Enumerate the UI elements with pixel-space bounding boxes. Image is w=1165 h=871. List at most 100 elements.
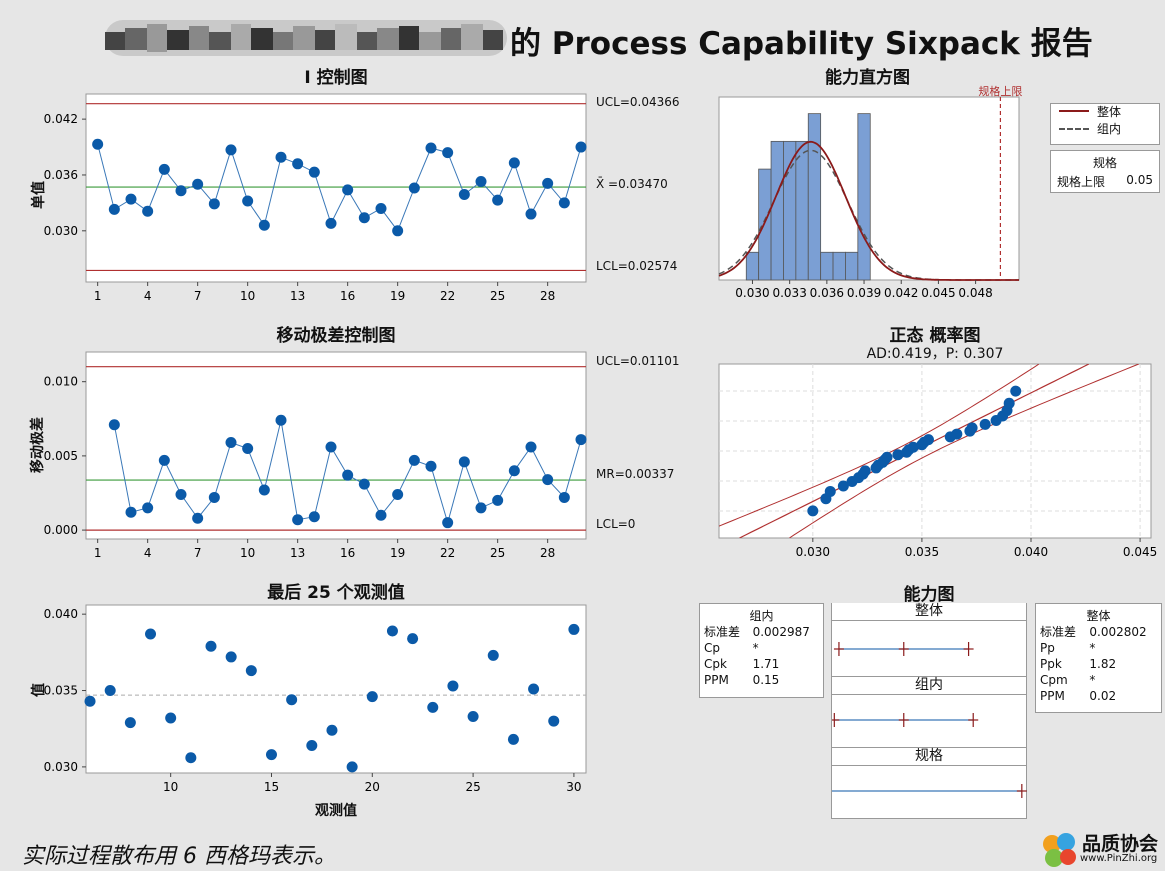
histogram-bar — [758, 168, 772, 281]
x-tick-label: 0.036 — [810, 286, 844, 300]
data-point — [1010, 385, 1022, 397]
within-stat-row: PPM 0.15 — [700, 672, 823, 688]
overall-stat-row: PPM 0.02 — [1036, 688, 1161, 704]
data-point — [442, 517, 454, 529]
x-tick-label: 0.045 — [921, 286, 955, 300]
overall-stat-value: * — [1089, 641, 1096, 655]
data-point — [558, 491, 570, 503]
data-point — [192, 512, 204, 524]
data-point — [142, 205, 154, 217]
x-tick-label: 13 — [290, 546, 305, 560]
ci-lower-band — [719, 364, 1040, 527]
data-point — [907, 441, 919, 453]
overall-stat-row: Pp * — [1036, 640, 1161, 656]
data-point — [575, 141, 587, 153]
normal-probability-chart: 0.030 0.035 0.040 0.045 — [718, 363, 1157, 559]
data-point — [1003, 397, 1015, 409]
overall-stat-label: PPM — [1040, 689, 1065, 703]
data-point — [427, 701, 439, 713]
last25-title: 最后 25 个观测值 — [267, 583, 405, 603]
x-tick-label: 13 — [290, 289, 305, 303]
histogram-bar — [795, 140, 809, 281]
data-point — [205, 640, 217, 652]
legend-overall: 整体 — [1097, 105, 1122, 119]
data-point — [408, 182, 420, 194]
data-point — [208, 491, 220, 503]
data-point — [245, 665, 257, 677]
x-tick-label: 7 — [194, 289, 202, 303]
data-point — [558, 197, 570, 209]
mr-chart-lcl-label: LCL=0 — [596, 517, 636, 531]
overall-stat-row: Ppk 1.82 — [1036, 656, 1161, 672]
data-point — [966, 422, 978, 434]
data-point — [185, 752, 197, 764]
data-point — [492, 194, 504, 206]
data-point — [225, 437, 237, 449]
data-point — [104, 685, 116, 697]
x-tick-label: 4 — [144, 289, 152, 303]
overall-line-swatch — [1059, 110, 1089, 112]
overall-stat-value: 0.02 — [1089, 689, 1117, 703]
within-stat-value: 0.15 — [752, 673, 780, 687]
data-point — [458, 189, 470, 201]
within-stat-value: 1.71 — [752, 657, 780, 671]
data-point — [325, 217, 337, 229]
data-point — [542, 474, 554, 486]
ci-upper-band — [789, 364, 1139, 538]
overall-stats-box: 整体 标准差 0.002802 Pp * Ppk 1.82 Cpm * PPM 0.02 — [1035, 603, 1162, 713]
histogram-bar — [783, 140, 797, 281]
data-point — [392, 488, 404, 500]
x-tick-label: 28 — [540, 546, 555, 560]
data-point — [286, 694, 298, 706]
i-chart: 1 4 7 10 13 16 19 22 25 28 0.030 0.036 0.042 — [44, 93, 587, 303]
histogram-bar — [845, 251, 859, 281]
histogram-legend: 整体 组内 — [1050, 103, 1160, 145]
last25-xlabel: 观测值 — [315, 803, 357, 819]
cap-section-spec: 规格 — [832, 747, 1026, 766]
data-point — [265, 749, 277, 761]
capability-plot-title: 能力图 — [903, 585, 955, 605]
overall-stat-label: Ppk — [1040, 657, 1062, 671]
data-point — [824, 485, 836, 497]
data-point — [386, 625, 398, 637]
data-point — [892, 449, 904, 461]
cap-section-overall: 整体 — [832, 603, 1026, 621]
x-tick-label: 19 — [390, 289, 405, 303]
data-point — [225, 144, 237, 156]
pinzhi-logo: 品质协会 www.PinZhi.org — [1040, 828, 1165, 870]
data-point — [508, 465, 520, 477]
histogram-bar — [857, 113, 871, 281]
i-chart-center-label: X̄ =0.03470 — [596, 177, 668, 191]
normal-plot-subtitle: AD:0.419，P: 0.307 — [866, 346, 1004, 362]
data-point — [258, 484, 270, 496]
x-tick-label: 10 — [240, 546, 255, 560]
histogram-bar — [820, 251, 834, 281]
x-tick-label: 25 — [465, 780, 480, 794]
mr-chart-center-label: MR=0.00337 — [596, 467, 675, 481]
histogram-bar — [832, 251, 846, 281]
x-tick-label: 25 — [490, 289, 505, 303]
data-point — [492, 494, 504, 506]
data-point — [425, 460, 437, 472]
overall-stat-value: 0.002802 — [1089, 625, 1147, 639]
cap-section-within: 组内 — [832, 676, 1026, 695]
data-point — [158, 454, 170, 466]
spec-box: 规格 规格上限 0.05 — [1050, 150, 1160, 193]
data-point — [487, 649, 499, 661]
data-point — [124, 717, 136, 729]
overall-stats-table: 标准差 0.002802 Pp * Ppk 1.82 Cpm * PPM 0.02 — [1036, 624, 1161, 704]
data-point — [306, 740, 318, 752]
data-point — [475, 502, 487, 514]
data-point — [175, 488, 187, 500]
x-tick-label: 0.035 — [905, 545, 939, 559]
x-tick-label: 22 — [440, 546, 455, 560]
normal-plot-title: 正态 概率图 — [889, 326, 981, 346]
x-tick-label: 19 — [390, 546, 405, 560]
x-tick-label: 1 — [94, 289, 102, 303]
y-tick-label: 0.040 — [44, 607, 78, 621]
data-point — [346, 761, 358, 773]
x-tick-label: 0.042 — [884, 286, 918, 300]
overall-stat-label: Cpm — [1040, 673, 1068, 687]
y-tick-label: 0.042 — [44, 112, 78, 126]
data-point — [192, 178, 204, 190]
